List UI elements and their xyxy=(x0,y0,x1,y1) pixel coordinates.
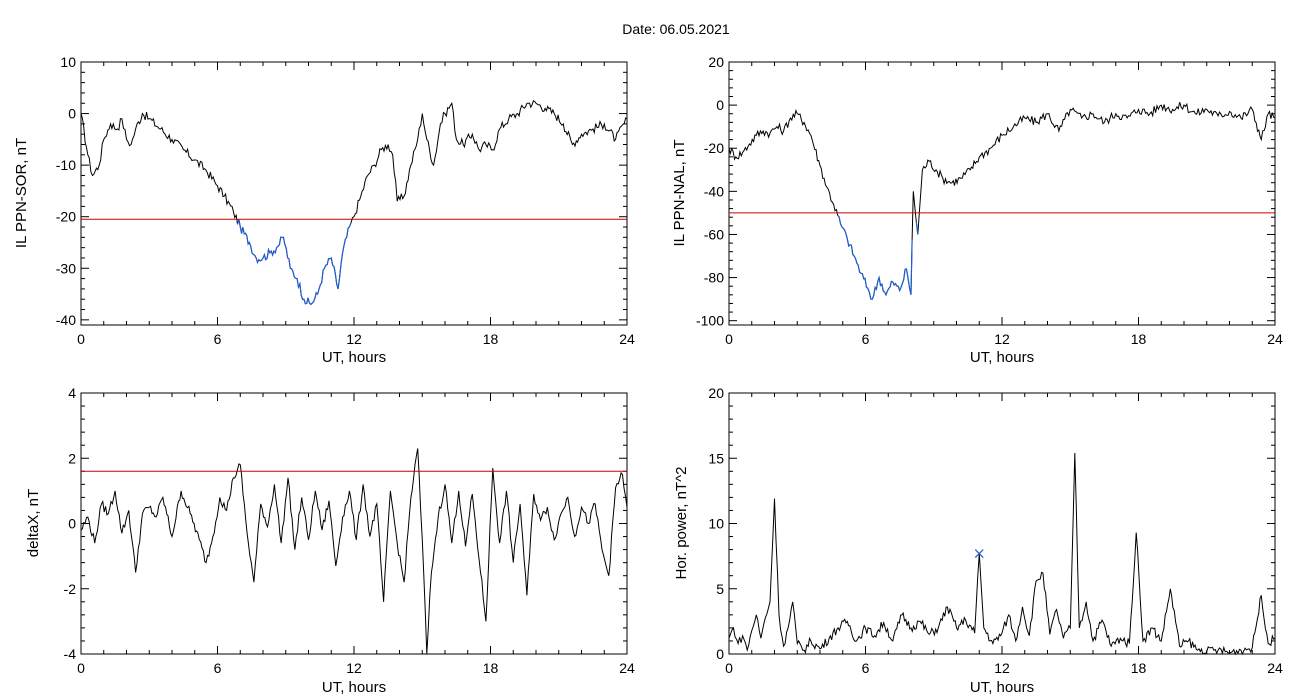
panel-hor-power-xtick-label: 24 xyxy=(1267,660,1283,676)
panel-il-ppn-nal-plot-frame xyxy=(728,61,1276,326)
panel-il-ppn-sor-ytick-label: -30 xyxy=(56,260,76,276)
panel-il-ppn-sor-xtick-label: 0 xyxy=(77,331,85,347)
panel-hor-power-series-line xyxy=(728,452,1276,656)
panel-deltax-ylabel: deltaX, nT xyxy=(25,489,42,557)
panel-hor-power-xlabel: UT, hours xyxy=(970,679,1034,696)
panel-deltax-xtick-label: 18 xyxy=(483,660,499,676)
panel-deltax-series-line xyxy=(80,448,628,655)
panel-hor-power-xtick-label: 18 xyxy=(1131,660,1147,676)
panel-il-ppn-nal-below-threshold-segment xyxy=(837,215,919,300)
panel-deltax-xtick-label: 12 xyxy=(346,660,362,676)
panel-il-ppn-nal-ytick-label: -60 xyxy=(704,226,724,242)
panel-il-ppn-nal-xtick-label: 24 xyxy=(1267,331,1283,347)
panel-il-ppn-nal-ytick-label: -100 xyxy=(696,313,724,329)
panel-deltax-xtick-label: 24 xyxy=(619,660,635,676)
panel-hor-power: Hor. power, nT^2 UT, hours 0 6 12 18 24 0 5 10 1… xyxy=(673,385,1283,696)
panel-il-ppn-sor-xtick-label: 12 xyxy=(346,331,362,347)
panel-il-ppn-sor-plot-frame xyxy=(80,61,628,326)
panel-deltax-xtick-label: 6 xyxy=(214,660,222,676)
panel-il-ppn-sor: IL PPN-SOR, nT UT, hours 0 6 12 18 24 -40 -30 -… xyxy=(13,54,635,366)
panel-il-ppn-nal-xtick-label: 12 xyxy=(994,331,1010,347)
panel-il-ppn-sor-ytick-label: 0 xyxy=(68,106,76,122)
panel-il-ppn-nal-ytick-label: -20 xyxy=(704,140,724,156)
panel-deltax-ytick-label: -2 xyxy=(64,581,77,597)
panel-il-ppn-sor-ytick-label: -40 xyxy=(56,312,76,328)
panel-il-ppn-sor-series-line xyxy=(80,99,628,306)
date-title: Date: 06.05.2021 xyxy=(622,21,730,37)
panel-il-ppn-sor-xtick-label: 24 xyxy=(619,331,635,347)
panel-hor-power-ytick-label: 15 xyxy=(708,450,724,466)
panel-hor-power-xtick-label: 0 xyxy=(725,660,733,676)
panel-il-ppn-sor-xlabel: UT, hours xyxy=(322,349,386,366)
panel-hor-power-peak-marker xyxy=(974,549,984,558)
panel-hor-power-xtick-label: 12 xyxy=(994,660,1010,676)
panel-il-ppn-sor-ylabel: IL PPN-SOR, nT xyxy=(13,138,30,248)
panel-hor-power-ytick-label: 0 xyxy=(716,646,724,662)
panel-il-ppn-nal-xtick-label: 18 xyxy=(1131,331,1147,347)
panel-il-ppn-nal-ytick-label: 20 xyxy=(708,54,724,70)
panel-il-ppn-nal-xtick-label: 6 xyxy=(862,331,870,347)
panel-il-ppn-sor-ytick-label: -10 xyxy=(56,157,76,173)
panel-deltax-ytick-label: 0 xyxy=(68,516,76,532)
panel-il-ppn-sor-ytick-label: -20 xyxy=(56,209,76,225)
panel-il-ppn-nal: IL PPN-NAL, nT UT, hours 0 6 12 18 24 -100 -80… xyxy=(671,54,1283,366)
panel-il-ppn-nal-ylabel: IL PPN-NAL, nT xyxy=(671,140,688,247)
panel-il-ppn-nal-xtick-label: 0 xyxy=(725,331,733,347)
panel-il-ppn-nal-ytick-label: -40 xyxy=(704,183,724,199)
panel-il-ppn-nal-ytick-label: 0 xyxy=(716,97,724,113)
panel-il-ppn-nal-series-line xyxy=(728,102,1276,300)
panel-il-ppn-nal-ytick-label: -80 xyxy=(704,270,724,286)
panel-deltax-ytick-label: 4 xyxy=(68,385,76,401)
panel-deltax-ytick-label: 2 xyxy=(68,450,76,466)
panel-hor-power-plot-frame xyxy=(728,392,1276,655)
panel-deltax-xtick-label: 0 xyxy=(77,660,85,676)
panel-il-ppn-sor-ytick-label: 10 xyxy=(60,54,76,70)
panel-hor-power-ytick-label: 20 xyxy=(708,385,724,401)
panel-hor-power-ylabel: Hor. power, nT^2 xyxy=(673,467,690,580)
panel-il-ppn-nal-xlabel: UT, hours xyxy=(970,349,1034,366)
panel-hor-power-xtick-label: 6 xyxy=(862,660,870,676)
panel-il-ppn-sor-below-threshold-segment xyxy=(236,219,352,306)
panel-hor-power-ytick-label: 10 xyxy=(708,516,724,532)
panel-deltax-xlabel: UT, hours xyxy=(322,679,386,696)
panel-hor-power-ytick-label: 5 xyxy=(716,581,724,597)
panel-deltax-ytick-label: -4 xyxy=(64,646,77,662)
panel-il-ppn-sor-xtick-label: 6 xyxy=(214,331,222,347)
panel-il-ppn-sor-xtick-label: 18 xyxy=(483,331,499,347)
